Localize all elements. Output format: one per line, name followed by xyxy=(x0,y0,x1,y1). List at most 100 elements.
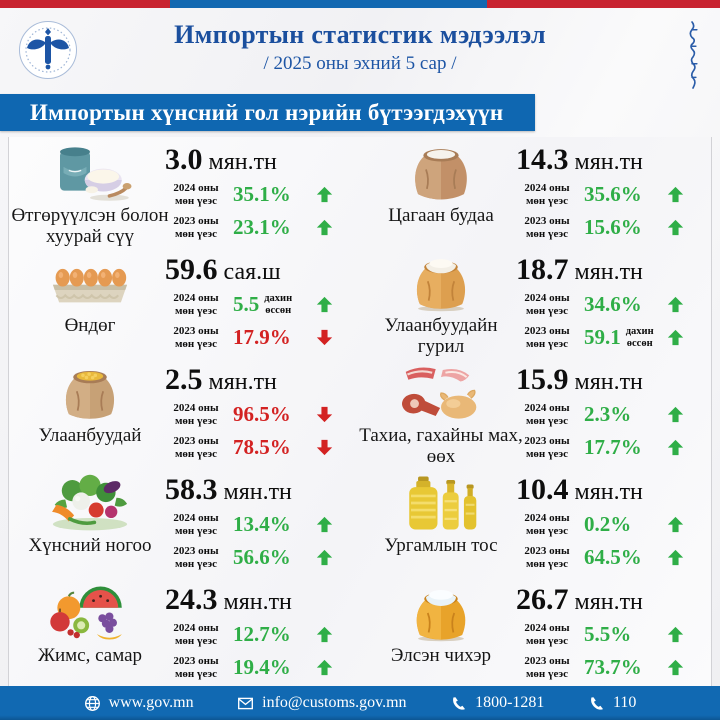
footer-item: 1800-1281 xyxy=(450,694,544,712)
arrow-up-icon xyxy=(316,659,333,676)
vegetables-icon xyxy=(46,473,134,533)
value-number: 14.3 xyxy=(516,143,569,176)
stat-period-label: 2024 оны мөн үеэс xyxy=(524,401,570,427)
footer-item-label: 1800-1281 xyxy=(475,694,545,711)
footer-item: www.gov.mn xyxy=(84,694,194,712)
stat-period-label: 2023 оны мөн үеэс xyxy=(173,324,219,350)
product-card: Өтгөрүүлсэн болон хуурай сүү 3.0 мян.тн … xyxy=(9,137,360,247)
product-icon-column: Өндөг xyxy=(15,253,165,336)
stat-suffix: дахин өссөн xyxy=(264,292,293,316)
product-icon-column: Тахиа, гахайны мах, өөх xyxy=(359,363,523,468)
product-stats: 2.5 мян.тн 2024 оны мөн үеэс 96.5% 2023 о… xyxy=(165,363,360,464)
stat-row: 2023 оны мөн үеэс 17.9% xyxy=(165,321,333,354)
arrow-down-icon xyxy=(316,329,333,346)
product-stats: 18.7 мян.тн 2024 оны мөн үеэс 34.6% 2023 … xyxy=(516,253,711,354)
stat-value: 34.6% xyxy=(584,292,642,316)
arrow-up-icon xyxy=(667,329,684,346)
stat-row: 2023 оны мөн үеэс 17.7% xyxy=(516,431,684,464)
value-number: 59.6 xyxy=(165,253,218,286)
stat-value: 35.6% xyxy=(584,182,642,206)
wheat-sack-icon xyxy=(46,363,134,423)
stat-row: 2024 оны мөн үеэс 0.2% xyxy=(516,508,684,541)
arrow-up-icon xyxy=(316,626,333,643)
fruits-icon xyxy=(46,583,134,643)
stat-row: 2024 оны мөн үеэс 96.5% xyxy=(165,398,333,431)
flour-sack-icon xyxy=(397,253,485,313)
oil-bottles-icon xyxy=(397,473,485,533)
stat-value: 56.6% xyxy=(233,545,291,569)
product-name: Цагаан будаа xyxy=(388,205,494,226)
value-number: 15.9 xyxy=(516,363,569,396)
value-unit: мян.тн xyxy=(217,479,292,505)
page-subtitle: / 2025 оны эхний 5 сар / xyxy=(263,53,457,74)
milk-icon xyxy=(46,143,134,203)
tricolor-strip xyxy=(0,0,720,8)
stat-period-label: 2024 оны мөн үеэс xyxy=(524,291,570,317)
value-number: 58.3 xyxy=(165,473,218,506)
mongolian-script-icon xyxy=(684,20,700,90)
stat-row: 2023 оны мөн үеэс 73.7% xyxy=(516,651,684,684)
product-value: 2.5 мян.тн xyxy=(165,365,360,395)
value-unit: мян.тн xyxy=(568,149,643,175)
meat-icon xyxy=(397,363,485,423)
footer-item: 110 xyxy=(588,694,636,712)
stat-row: 2023 оны мөн үеэс 78.5% xyxy=(165,431,333,464)
footer-item: info@customs.gov.mn xyxy=(237,694,407,712)
stat-row: 2023 оны мөн үеэс 23.1% xyxy=(165,211,333,244)
stat-row: 2023 оны мөн үеэс 56.6% xyxy=(165,541,333,574)
product-value: 59.6 сая.ш xyxy=(165,255,360,285)
value-number: 2.5 xyxy=(165,363,203,396)
product-name: Улаанбуудайн гурил xyxy=(384,315,498,358)
arrow-up-icon xyxy=(667,219,684,236)
stat-period-label: 2023 оны мөн үеэс xyxy=(173,434,219,460)
stat-value: 0.2% xyxy=(584,512,632,536)
arrow-up-icon xyxy=(667,626,684,643)
stat-value: 2.3% xyxy=(584,402,632,426)
value-unit: мян.тн xyxy=(568,479,643,505)
arrow-down-icon xyxy=(316,439,333,456)
arrow-up-icon xyxy=(667,406,684,423)
footer-item-label: 110 xyxy=(612,694,637,711)
stat-row: 2024 оны мөн үеэс 34.6% xyxy=(516,288,684,321)
stat-suffix: дахин өссөн xyxy=(625,325,654,349)
footer-item-label: info@customs.gov.mn xyxy=(262,694,407,711)
value-unit: мян.тн xyxy=(202,149,277,175)
product-stats: 26.7 мян.тн 2024 оны мөн үеэс 5.5% 2023 о… xyxy=(516,583,711,684)
rice-sack-icon xyxy=(397,143,485,203)
page-title: Импортын статистик мэдээлэл xyxy=(174,20,546,49)
product-name: Өтгөрүүлсэн болон хуурай сүү xyxy=(11,205,169,248)
stat-period-label: 2023 оны мөн үеэс xyxy=(173,214,219,240)
value-number: 24.3 xyxy=(165,583,218,616)
product-icon-column: Улаанбуудайн гурил xyxy=(366,253,516,358)
stat-row: 2024 оны мөн үеэс 2.3% xyxy=(516,398,684,431)
stat-period-label: 2024 оны мөн үеэс xyxy=(173,401,219,427)
stat-value: 5.5% xyxy=(584,622,632,646)
stat-row: 2023 оны мөн үеэс 64.5% xyxy=(516,541,684,574)
product-icon-column: Элсэн чихэр xyxy=(366,583,516,666)
header-titles: Импортын статистик мэдээлэл / 2025 оны э… xyxy=(100,20,620,75)
header: Импортын статистик мэдээлэл / 2025 оны э… xyxy=(0,8,720,94)
footer-item-label: www.gov.mn xyxy=(108,694,194,711)
stat-period-label: 2024 оны мөн үеэс xyxy=(173,511,219,537)
arrow-up-icon xyxy=(316,516,333,533)
product-stats: 3.0 мян.тн 2024 оны мөн үеэс 35.1% 2023 о… xyxy=(165,143,360,244)
product-name: Тахиа, гахайны мах, өөх xyxy=(359,425,523,468)
arrow-up-icon xyxy=(316,296,333,313)
product-icon-column: Хүнсний ногоо xyxy=(15,473,165,556)
value-unit: мян.тн xyxy=(568,259,643,285)
product-icon-column: Улаанбуудай xyxy=(15,363,165,446)
stat-row: 2024 оны мөн үеэс 35.1% xyxy=(165,178,333,211)
stat-row: 2023 оны мөн үеэс 19.4% xyxy=(165,651,333,684)
product-name: Элсэн чихэр xyxy=(390,645,492,666)
stat-period-label: 2023 оны мөн үеэс xyxy=(524,434,570,460)
arrow-up-icon xyxy=(667,186,684,203)
stat-period-label: 2024 оны мөн үеэс xyxy=(173,181,219,207)
value-number: 10.4 xyxy=(516,473,569,506)
stat-period-label: 2023 оны мөн үеэс xyxy=(524,214,570,240)
value-number: 26.7 xyxy=(516,583,569,616)
product-card: Өндөг 59.6 сая.ш 2024 оны мөн үеэс 5.5 да… xyxy=(9,247,360,357)
product-card: Улаанбуудай 2.5 мян.тн 2024 оны мөн үеэс … xyxy=(9,357,360,467)
stat-period-label: 2024 оны мөн үеэс xyxy=(524,511,570,537)
product-icon-column: Ургамлын тос xyxy=(366,473,516,556)
